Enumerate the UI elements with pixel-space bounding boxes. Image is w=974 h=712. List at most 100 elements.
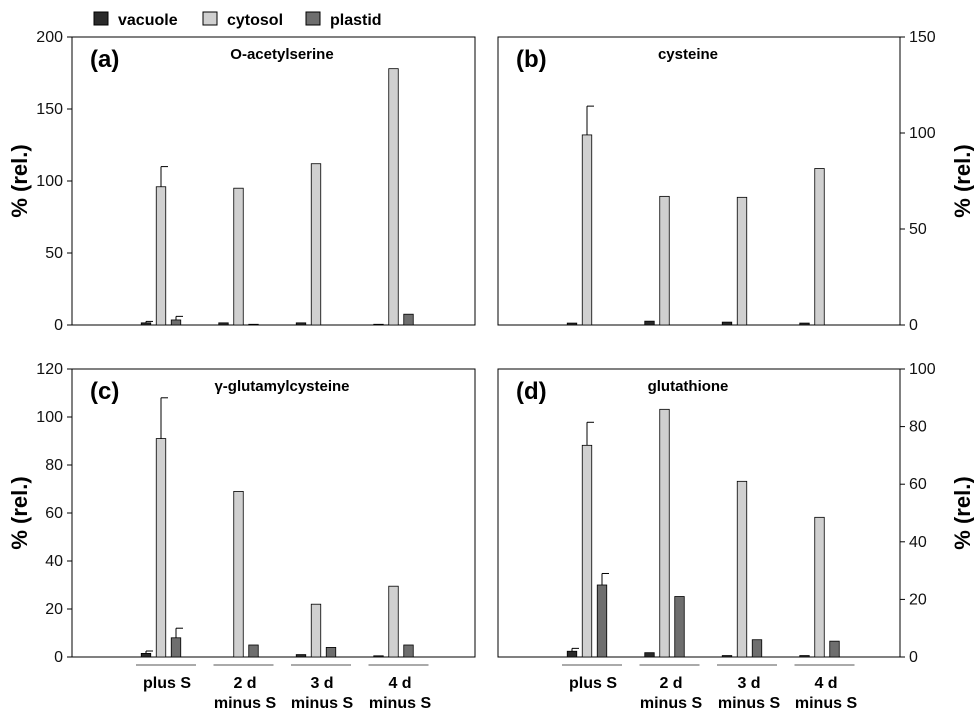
- x-label-right-4d-minus: minus S: [795, 695, 858, 712]
- bar-plastid: [170, 637, 182, 658]
- bar-plastid: [170, 319, 182, 326]
- y-tick-label: 0: [909, 317, 918, 334]
- y-tick-label: 20: [45, 601, 63, 618]
- legend: vacuole cytosol plastid: [93, 11, 382, 29]
- bar-cytosol: [659, 195, 670, 326]
- plot-frame: [71, 36, 476, 326]
- bar-plastid: [325, 647, 337, 658]
- legend-item-plastid: plastid: [305, 11, 382, 29]
- x-label-left-4d-minus: minus S: [369, 695, 432, 712]
- bar-plastid: [248, 644, 259, 658]
- bar-vacuole: [799, 655, 810, 658]
- bar-vacuole: [566, 650, 578, 658]
- x-label-right-2d: 2 d: [659, 675, 682, 692]
- bar-vacuole: [721, 321, 733, 326]
- bar-plastid: [248, 323, 259, 326]
- bar-cytosol: [736, 480, 748, 658]
- y-tick-label: 50: [909, 221, 927, 238]
- legend-label-plastid: plastid: [330, 12, 382, 29]
- legend-swatch-vacuole: [93, 11, 109, 26]
- legend-swatch-cytosol: [202, 11, 218, 26]
- x-label-left-plus-s: plus S: [143, 675, 191, 692]
- bar-cytosol: [581, 134, 593, 326]
- y-tick-label: 120: [36, 361, 63, 378]
- y-tick-label: 150: [909, 29, 936, 46]
- y-tick-label: 0: [909, 649, 918, 666]
- legend-label-vacuole: vacuole: [118, 12, 178, 29]
- x-label-left-4d: 4 d: [388, 675, 411, 692]
- plot-frame: [497, 36, 901, 326]
- bar-vacuole: [721, 655, 733, 658]
- x-label-left-3d-minus: minus S: [291, 695, 354, 712]
- y-tick-label: 0: [54, 649, 63, 666]
- y-tick-label: 100: [36, 409, 63, 426]
- bar-vacuole: [140, 653, 152, 658]
- panel-label: (a): [90, 46, 119, 73]
- bar-vacuole: [140, 322, 152, 326]
- y-tick-label: 80: [45, 457, 63, 474]
- plot-frame: [71, 368, 476, 658]
- legend-swatch-plastid: [305, 11, 321, 26]
- panel-label: (c): [90, 378, 119, 405]
- y-tick-label: 100: [36, 173, 63, 190]
- panel-title: glutathione: [648, 378, 729, 395]
- bar-vacuole: [218, 322, 229, 326]
- panel-label: (b): [516, 46, 547, 73]
- panel-title: γ-glutamylcysteine: [214, 378, 349, 395]
- panel-title: cysteine: [658, 46, 718, 63]
- panel-2: 0 50 100 150 % (rel.) (b) cysteine: [497, 29, 974, 334]
- bar-vacuole: [644, 320, 655, 326]
- bar-plastid: [403, 644, 414, 658]
- bar-vacuole: [295, 322, 307, 326]
- y-axis-label: % (rel.): [7, 476, 32, 549]
- panel-label: (d): [516, 378, 547, 405]
- y-tick-label: 20: [909, 591, 927, 608]
- y-tick-label: 50: [45, 245, 63, 262]
- x-label-right-3d: 3 d: [737, 675, 760, 692]
- y-tick-label: 40: [909, 534, 927, 551]
- panel-1: 0 50 100 150 200 % (rel.) (a) O-acetylserine: [7, 29, 476, 334]
- bar-cytosol: [310, 603, 322, 658]
- legend-item-vacuole: vacuole: [93, 11, 178, 29]
- plot-frame: [497, 368, 901, 658]
- bar-cytosol: [659, 408, 670, 658]
- bar-cytosol: [155, 186, 167, 326]
- y-tick-label: 200: [36, 29, 63, 46]
- bar-vacuole: [644, 652, 655, 658]
- y-tick-label: 150: [36, 101, 63, 118]
- panel-3: 0 20 40 60 80 100 120 % (rel.) (c) γ-glutamylcyst…: [7, 361, 476, 666]
- panel-4: 0 20 40 60 80 100 % (rel.) (d) glutathione: [497, 361, 974, 666]
- bar-vacuole: [373, 655, 384, 658]
- x-label-right-2d-minus: minus S: [640, 695, 703, 712]
- bar-cytosol: [233, 490, 244, 658]
- y-axis-label: % (rel.): [950, 144, 974, 217]
- x-label-left-2d: 2 d: [233, 675, 256, 692]
- bar-cytosol: [814, 516, 825, 658]
- bar-cytosol: [388, 68, 399, 326]
- bar-vacuole: [295, 654, 307, 658]
- y-tick-label: 60: [909, 476, 927, 493]
- x-label-right-plus-s: plus S: [569, 675, 617, 692]
- bar-cytosol: [155, 438, 167, 658]
- bar-cytosol: [581, 444, 593, 658]
- bar-cytosol: [388, 585, 399, 658]
- legend-item-cytosol: cytosol: [202, 11, 283, 29]
- bar-plastid: [751, 639, 763, 658]
- bar-cytosol: [233, 187, 244, 326]
- bar-cytosol: [310, 163, 322, 326]
- legend-label-cytosol: cytosol: [227, 12, 283, 29]
- x-label-right-4d: 4 d: [814, 675, 837, 692]
- y-tick-label: 100: [909, 125, 936, 142]
- panel-title: O-acetylserine: [230, 46, 333, 63]
- y-axis-label: % (rel.): [950, 476, 974, 549]
- x-labels-left: plus S 2 d minus S 3 d minus S 4 d minus…: [143, 675, 431, 712]
- bar-vacuole: [566, 322, 578, 326]
- bar-plastid: [829, 640, 840, 658]
- bar-vacuole: [799, 322, 810, 326]
- y-tick-label: 60: [45, 505, 63, 522]
- y-tick-label: 40: [45, 553, 63, 570]
- x-label-left-3d: 3 d: [310, 675, 333, 692]
- bar-vacuole: [373, 323, 384, 326]
